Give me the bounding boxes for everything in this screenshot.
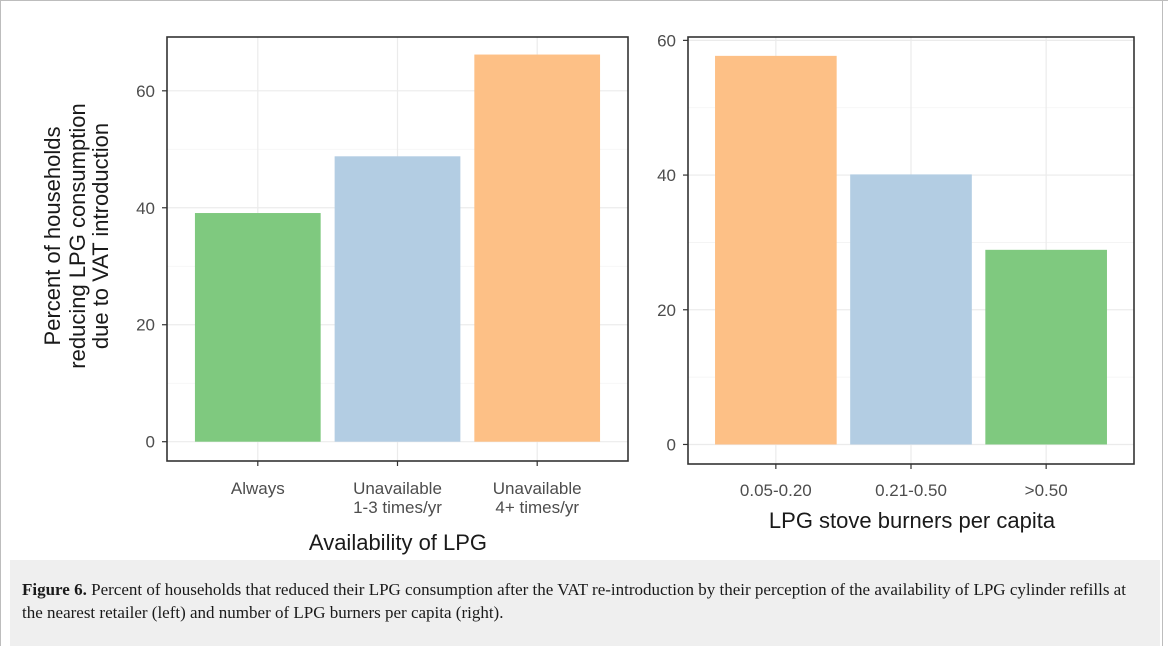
figure-caption: Figure 6. Percent of households that red… (22, 578, 1142, 624)
left-x-tick-label: Always (231, 479, 285, 498)
right-bar-3 (985, 249, 1107, 445)
right-x-tick-label: 0.05-0.20 (740, 481, 812, 500)
left-bar-3 (474, 54, 601, 442)
figure-frame-right (1162, 0, 1163, 646)
left-y-tick-label: 40 (136, 199, 155, 218)
left-x-tick-label: Unavailable (493, 479, 582, 498)
left-x-tick-label: Unavailable (353, 479, 442, 498)
left-y-tick-label: 0 (146, 433, 155, 452)
left-x-tick-label: 4+ times/yr (495, 498, 579, 517)
left-y-tick-label: 20 (136, 316, 155, 335)
left-y-axis-title: due to VAT introduction (88, 123, 113, 349)
right-x-axis-title: LPG stove burners per capita (769, 508, 1056, 533)
caption-label: Figure 6. (22, 580, 87, 599)
left-bar-2 (334, 156, 461, 442)
right-bar-1 (715, 55, 837, 445)
left-y-axis-title: reducing LPG consumption (65, 103, 90, 368)
chart-right: 0 20 40 60 0.05-0.20 0.21-0.50 >0.50 LPG stove … (657, 31, 1135, 533)
left-y-tick-label: 60 (136, 82, 155, 101)
left-x-axis-title: Availability of LPG (309, 530, 487, 555)
figure-frame-top (0, 0, 1168, 1)
left-x-tick-label: 1-3 times/yr (353, 498, 442, 517)
left-bar-1 (194, 213, 321, 442)
left-y-axis-title: Percent of households (40, 127, 65, 346)
right-y-tick-label: 60 (657, 31, 676, 50)
right-x-tick-label: 0.21-0.50 (875, 481, 947, 500)
right-y-tick-label: 0 (667, 435, 676, 454)
right-y-tick-label: 20 (657, 301, 676, 320)
right-y-tick-label: 40 (657, 166, 676, 185)
caption-text: Percent of households that reduced their… (22, 580, 1126, 622)
figure-frame-left (0, 0, 1, 646)
caption-background (10, 560, 1160, 646)
right-bar-2 (850, 174, 972, 445)
right-x-tick-label: >0.50 (1025, 481, 1068, 500)
